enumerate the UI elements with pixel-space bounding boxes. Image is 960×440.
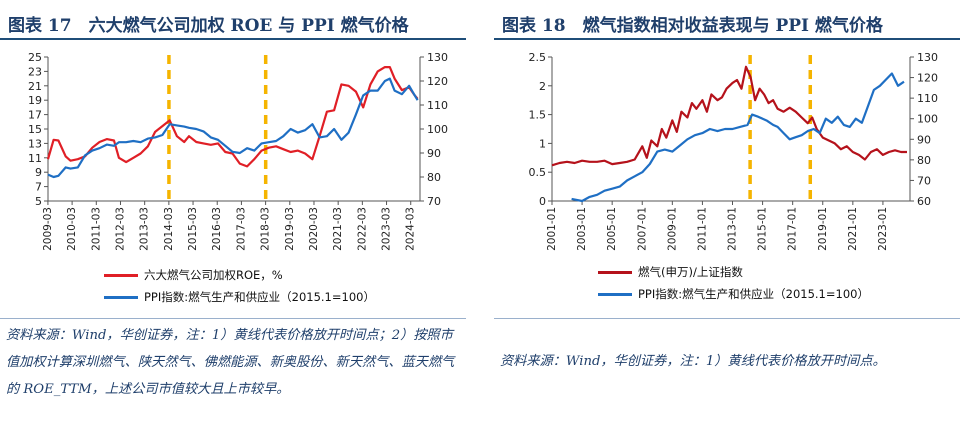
fig17-ytick-right-label: 70 [427, 195, 441, 208]
fig17-ytick-left-label: 19 [28, 94, 42, 107]
figure-18-chart: 0 0.5 1 1.5 2 2.5 60 70 80 90 100 110 120 130 2001-01 2… [529, 51, 939, 251]
fig17-ytick-left-label: 17 [28, 109, 42, 122]
fig17-ytick-left-label: 21 [28, 80, 42, 93]
fig17-xtick-label: 2022-03 [356, 207, 368, 251]
fig17-xtick-label: 2012-03 [114, 207, 126, 251]
fig18-xtick-label: 2005-01 [606, 207, 618, 251]
fig18-ytick-right-label: 90 [917, 133, 931, 146]
fig17-series-line-primary [46, 66, 419, 168]
fig18-ytick-left-label: 2 [539, 80, 546, 93]
fig17-xtick-label: 2021-03 [332, 207, 344, 251]
fig18-ytick-right-label: 100 [917, 113, 938, 126]
fig18-xtick-label: 2011-01 [696, 207, 708, 251]
figure-17-title-bar: 图表 17 六大燃气公司加权 ROE 与 PPI 燃气价格 [0, 4, 466, 40]
fig17-ytick-left-label: 11 [28, 152, 42, 165]
figure-17-divider [0, 318, 466, 319]
legend-item-ppi-r: PPI指数:燃气生产和供应业（2015.1=100） [598, 286, 869, 302]
fig17-ytick-left-label: 7 [35, 181, 42, 194]
figure-18-source-note: 资料来源：Wind，华创证券，注：1）黄线代表价格放开时间点。 [500, 354, 886, 369]
fig18-xtick-label: 2007-01 [636, 207, 648, 251]
legend-label-roe: 六大燃气公司加权ROE，% [144, 268, 283, 282]
legend-item-roe: 六大燃气公司加权ROE，% [104, 267, 283, 283]
fig18-ytick-left-label: 2.5 [529, 51, 547, 64]
fig18-xtick-label: 2001-01 [546, 207, 558, 251]
legend-item-relative: 燃气(申万)/上证指数 [598, 264, 743, 280]
fig18-ytick-left-label: 1.5 [529, 109, 547, 122]
figure-17-title: 图表 17 六大燃气公司加权 ROE 与 PPI 燃气价格 [8, 16, 409, 36]
fig18-ytick-right-label: 110 [917, 92, 938, 105]
legend-label-ppi-r: PPI指数:燃气生产和供应业（2015.1=100） [638, 287, 869, 301]
fig18-xtick-label: 2019-01 [817, 207, 829, 251]
legend-swatch-roe [104, 274, 138, 277]
fig17-xtick-label: 2014-03 [163, 207, 175, 251]
fig18-ytick-left-label: 0 [539, 195, 546, 208]
fig17-xtick-label: 2011-03 [90, 207, 102, 251]
legend-swatch-ppi [104, 296, 138, 299]
fig18-ytick-right-label: 120 [917, 72, 938, 85]
fig18-xtick-label: 2023-01 [877, 207, 889, 251]
fig17-xtick-label: 2015-03 [187, 207, 199, 251]
fig17-ytick-right-label: 90 [427, 147, 441, 160]
fig17-xtick-label: 2018-03 [260, 207, 272, 251]
figure-18-divider [494, 318, 960, 319]
fig17-xtick-label: 2013-03 [139, 207, 151, 251]
fig17-xtick-label: 2019-03 [284, 207, 296, 251]
figure-18-title: 图表 18 燃气指数相对收益表现与 PPI 燃气价格 [502, 16, 883, 36]
fig17-ytick-right-label: 100 [427, 123, 448, 136]
legend-label-ppi: PPI指数:燃气生产和供应业（2015.1=100） [144, 290, 375, 304]
fig18-xtick-label: 2003-01 [576, 207, 588, 251]
fig18-ytick-left-label: 0.5 [529, 166, 547, 179]
fig18-ytick-right-label: 60 [917, 195, 931, 208]
legend-label-relative: 燃气(申万)/上证指数 [638, 265, 743, 279]
fig17-ytick-right-label: 130 [427, 51, 448, 64]
fig17-ytick-right-label: 110 [427, 99, 448, 112]
fig18-ytick-right-label: 70 [917, 174, 931, 187]
fig18-series-line-primary [551, 65, 907, 167]
fig17-xtick-label: 2024-03 [405, 207, 417, 251]
fig17-ytick-left-label: 9 [35, 166, 42, 179]
legend-swatch-relative [598, 271, 632, 274]
fig18-ytick-right-label: 130 [917, 51, 938, 64]
fig18-ytick-right-label: 80 [917, 154, 931, 167]
fig18-xtick-label: 2015-01 [757, 207, 769, 251]
fig17-ytick-left-label: 13 [28, 137, 42, 150]
fig17-ytick-right-label: 120 [427, 75, 448, 88]
fig18-xtick-label: 2009-01 [666, 207, 678, 251]
figure-18-panel: 图表 18 燃气指数相对收益表现与 PPI 燃气价格 0 0.5 1 1.5 2 2.5 6… [494, 0, 960, 440]
fig17-ytick-left-label: 25 [28, 51, 42, 64]
fig18-xtick-label: 2017-01 [787, 207, 799, 251]
figure-17-panel: 图表 17 六大燃气公司加权 ROE 与 PPI 燃气价格 5 7 9 11 13 15 1… [0, 0, 466, 440]
legend-item-ppi: PPI指数:燃气生产和供应业（2015.1=100） [104, 289, 375, 305]
figure-17-source-note: 资料来源：Wind，华创证券，注：1）黄线代表价格放开时间点；2）按照市值加权计… [6, 328, 455, 397]
fig17-xtick-label: 2016-03 [211, 207, 223, 251]
fig18-xtick-label: 2013-01 [727, 207, 739, 251]
fig17-xtick-label: 2020-03 [308, 207, 320, 251]
figure-18-title-bar: 图表 18 燃气指数相对收益表现与 PPI 燃气价格 [494, 4, 960, 40]
fig18-xtick-label: 2021-01 [847, 207, 859, 251]
fig18-series-line-ppi [571, 72, 905, 203]
legend-swatch-ppi-r [598, 293, 632, 296]
fig17-series-line-ppi [47, 77, 419, 179]
fig17-ytick-left-label: 23 [28, 65, 42, 78]
fig17-ytick-left-label: 5 [35, 195, 42, 208]
fig17-ytick-right-label: 80 [427, 171, 441, 184]
fig17-xtick-label: 2017-03 [235, 207, 247, 251]
fig17-xtick-label: 2010-03 [66, 207, 78, 251]
fig17-ytick-left-label: 15 [28, 123, 42, 136]
fig17-xtick-label: 2009-03 [42, 207, 54, 251]
fig18-ytick-left-label: 1 [539, 137, 546, 150]
fig17-xtick-label: 2023-03 [381, 207, 393, 251]
